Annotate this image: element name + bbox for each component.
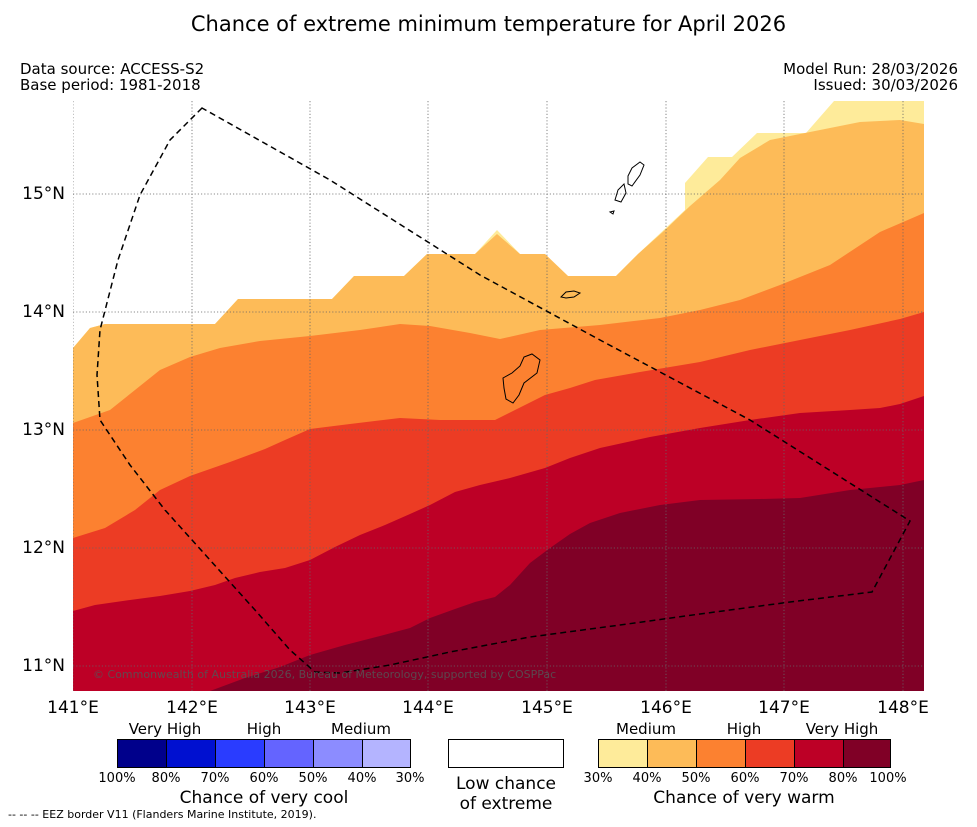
cool-tick-60: 60% bbox=[249, 771, 279, 786]
y-tick-15n: 15°N bbox=[22, 184, 65, 204]
islands bbox=[502, 161, 645, 404]
warm-legend-title: Chance of very warm bbox=[653, 788, 835, 808]
warm-high-label: High bbox=[726, 720, 762, 738]
cool-tick-40: 40% bbox=[347, 771, 377, 786]
cool-swatch-2 bbox=[167, 740, 216, 767]
rota-island bbox=[559, 290, 582, 299]
cool-swatch-1 bbox=[118, 740, 167, 767]
x-tick-142: 142°E bbox=[166, 698, 218, 718]
warm-swatch-3 bbox=[697, 740, 746, 767]
copyright-notice: © Commonwealth of Australia 2026, Bureau… bbox=[93, 668, 557, 681]
x-tick-148: 148°E bbox=[877, 698, 929, 718]
band-very-high-80-100 bbox=[210, 480, 924, 691]
cool-medium-label: Medium bbox=[331, 720, 391, 738]
eez-border-note: -- -- -- EEZ border V11 (Flanders Marine… bbox=[8, 808, 317, 821]
warm-tick-40: 40% bbox=[632, 771, 662, 786]
warm-tick-80: 80% bbox=[828, 771, 858, 786]
x-tick-141: 141°E bbox=[47, 698, 99, 718]
run-info: Model Run: 28/03/2026 Issued: 30/03/2026 bbox=[783, 61, 958, 93]
x-tick-143: 143°E bbox=[284, 698, 336, 718]
cool-swatch-6 bbox=[363, 740, 410, 767]
tinian-island bbox=[614, 183, 627, 203]
x-tick-147: 147°E bbox=[758, 698, 810, 718]
cool-high-label: High bbox=[246, 720, 282, 738]
cool-tick-30: 30% bbox=[395, 771, 425, 786]
x-tick-145: 145°E bbox=[521, 698, 573, 718]
low-chance-swatch bbox=[448, 739, 564, 768]
issued-text: Issued: 30/03/2026 bbox=[813, 76, 958, 94]
low-chance-line2: of extreme bbox=[459, 794, 553, 814]
cool-swatch-5 bbox=[314, 740, 363, 767]
base-period-text: Base period: 1981-2018 bbox=[20, 76, 201, 94]
y-tick-14n: 14°N bbox=[22, 302, 65, 322]
cool-colorbar bbox=[117, 739, 411, 768]
eez-border bbox=[96, 107, 911, 674]
cool-tick-70: 70% bbox=[200, 771, 230, 786]
model-run-text: Model Run: 28/03/2026 bbox=[783, 60, 958, 78]
cool-tick-80: 80% bbox=[151, 771, 181, 786]
warm-tick-100: 100% bbox=[869, 771, 907, 786]
cool-tick-100: 100% bbox=[98, 771, 136, 786]
data-source-text: Data source: ACCESS-S2 bbox=[20, 60, 205, 78]
cool-very-high-label: Very High bbox=[128, 720, 202, 738]
saipan-island bbox=[627, 161, 645, 187]
warm-tick-70: 70% bbox=[779, 771, 809, 786]
cool-legend-title: Chance of very cool bbox=[179, 788, 349, 808]
data-info: Data source: ACCESS-S2 Base period: 1981… bbox=[20, 61, 204, 93]
x-tick-146: 146°E bbox=[640, 698, 692, 718]
warm-swatch-2 bbox=[648, 740, 697, 767]
y-tick-12n: 12°N bbox=[22, 538, 65, 558]
warm-tick-60: 60% bbox=[730, 771, 760, 786]
guam-island bbox=[502, 353, 541, 404]
cool-swatch-3 bbox=[216, 740, 265, 767]
warm-very-high-label: Very High bbox=[805, 720, 879, 738]
aguijan-island bbox=[608, 210, 615, 215]
warm-tick-50: 50% bbox=[681, 771, 711, 786]
warm-tick-30: 30% bbox=[583, 771, 613, 786]
low-chance-label: Low chance of extreme bbox=[448, 774, 564, 814]
warm-medium-label: Medium bbox=[616, 720, 676, 738]
graticule bbox=[73, 101, 924, 691]
forecast-map bbox=[73, 101, 924, 691]
warm-swatch-6 bbox=[844, 740, 890, 767]
warm-colorbar bbox=[598, 739, 891, 768]
warm-swatch-4 bbox=[746, 740, 795, 767]
x-tick-144: 144°E bbox=[402, 698, 454, 718]
low-chance-line1: Low chance bbox=[456, 774, 556, 794]
cool-tick-50: 50% bbox=[298, 771, 328, 786]
warm-swatch-1 bbox=[599, 740, 648, 767]
map-title: Chance of extreme minimum temperature fo… bbox=[190, 12, 787, 36]
warm-swatch-5 bbox=[795, 740, 844, 767]
y-tick-13n: 13°N bbox=[22, 420, 65, 440]
cool-swatch-4 bbox=[265, 740, 314, 767]
y-tick-11n: 11°N bbox=[22, 656, 65, 676]
